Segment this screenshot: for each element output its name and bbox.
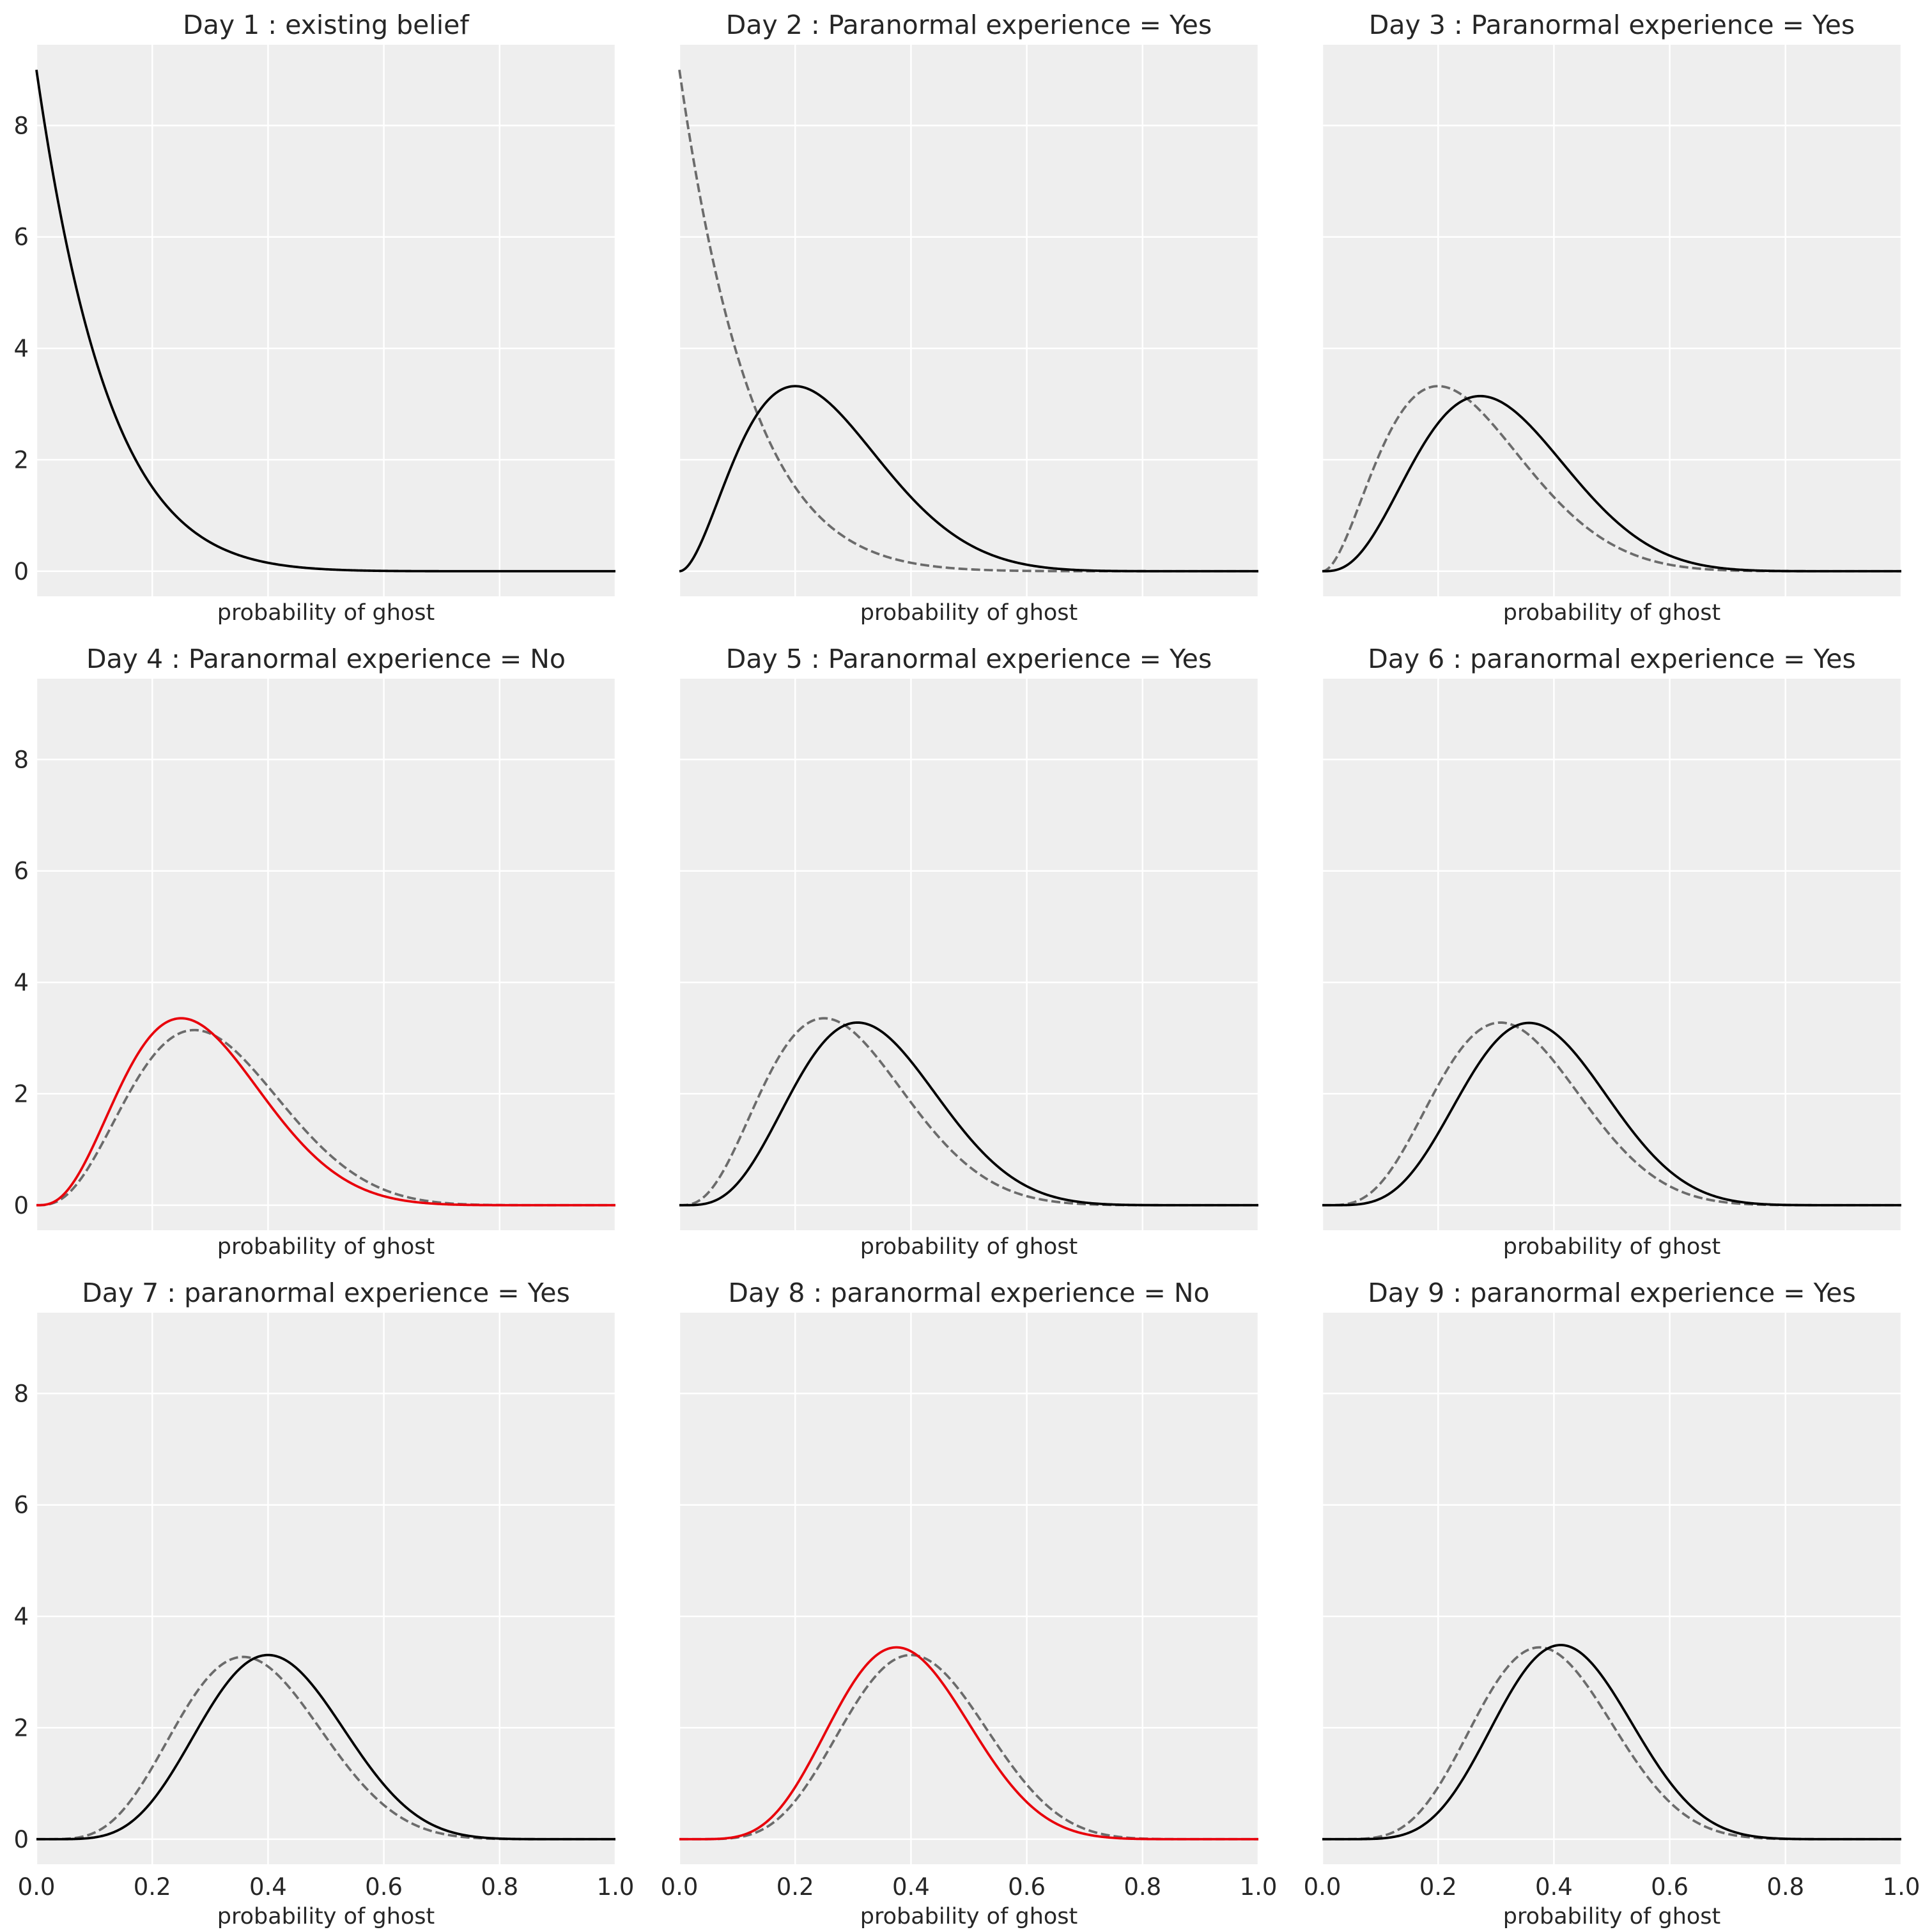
- x-axis-label: probability of ghost: [1503, 600, 1721, 626]
- series-line-previous-belief: [678, 69, 1259, 573]
- x-tick-label: 0.6: [1008, 1873, 1046, 1901]
- x-axis-label: probability of ghost: [217, 600, 435, 626]
- plot-area: [36, 1313, 615, 1864]
- x-tick-label: 0.2: [1419, 1873, 1457, 1901]
- x-tick-label: 0.4: [1535, 1873, 1573, 1901]
- x-axis-label: probability of ghost: [860, 600, 1078, 626]
- x-axis-label: probability of ghost: [1503, 1904, 1721, 1929]
- y-tick-label: 4: [13, 1603, 29, 1630]
- chart-panel-day-7: Day 7 : paranormal experience = Yes proba…: [13, 1278, 634, 1929]
- x-axis-label: probability of ghost: [217, 1234, 435, 1260]
- panel-title: Day 7 : paranormal experience = Yes: [82, 1278, 570, 1308]
- chart-panel-day-2: Day 2 : Paranormal experience = Yes proba…: [678, 10, 1260, 626]
- y-tick-label: 0: [13, 1826, 29, 1853]
- series-line-updated-belief: [36, 1653, 616, 1841]
- series-line-updated-belief: [679, 385, 1259, 573]
- x-tick-label: 0.8: [1124, 1873, 1161, 1901]
- plot-area: [1322, 45, 1901, 596]
- chart-panel-day-8: Day 8 : paranormal experience = No probab…: [661, 1278, 1278, 1929]
- y-tick-label: 4: [13, 335, 29, 362]
- x-tick-label: 0.2: [777, 1873, 814, 1901]
- y-tick-label: 8: [13, 112, 29, 139]
- y-tick-label: 4: [13, 969, 29, 996]
- series-line-previous-belief: [36, 1028, 616, 1207]
- panel-title: Day 3 : Paranormal experience = Yes: [1369, 10, 1855, 40]
- x-axis-label: probability of ghost: [217, 1904, 435, 1929]
- series-line-updated-belief: [1322, 1021, 1902, 1207]
- y-tick-label: 6: [13, 858, 29, 885]
- series-line-previous-belief: [1322, 385, 1902, 573]
- x-tick-label: 0.0: [661, 1873, 699, 1901]
- x-tick-label: 1.0: [597, 1873, 635, 1901]
- series-line-updated-belief: [679, 1646, 1259, 1841]
- plot-area: [679, 45, 1258, 596]
- y-tick-label: 0: [13, 1192, 29, 1219]
- chart-panel-day-4: Day 4 : Paranormal experience = No probab…: [13, 644, 617, 1260]
- plot-area: [36, 679, 615, 1230]
- panel-title: Day 9 : paranormal experience = Yes: [1368, 1278, 1856, 1308]
- x-tick-label: 0.4: [892, 1873, 930, 1901]
- plot-area: [679, 679, 1258, 1230]
- x-tick-label: 0.6: [1651, 1873, 1689, 1901]
- chart-panel-day-3: Day 3 : Paranormal experience = Yes proba…: [1321, 10, 1903, 626]
- y-tick-label: 6: [13, 1492, 29, 1519]
- chart-panel-day-1: Day 1 : existing belief probability of gh…: [13, 10, 617, 626]
- x-tick-label: 0.0: [1304, 1873, 1341, 1901]
- y-tick-label: 2: [13, 446, 29, 474]
- x-tick-label: 0.6: [365, 1873, 403, 1901]
- panel-title: Day 4 : Paranormal experience = No: [86, 644, 566, 674]
- series-line-updated-belief: [1322, 394, 1902, 573]
- panel-title: Day 1 : existing belief: [183, 10, 470, 40]
- y-tick-label: 2: [13, 1080, 29, 1108]
- y-tick-label: 8: [13, 1380, 29, 1407]
- series-line-updated-belief: [1322, 1644, 1902, 1841]
- chart-panel-day-5: Day 5 : Paranormal experience = Yes proba…: [678, 644, 1260, 1260]
- x-tick-label: 1.0: [1883, 1873, 1920, 1901]
- plot-area: [679, 1313, 1258, 1864]
- x-tick-label: 0.2: [134, 1873, 171, 1901]
- chart-panel-day-6: Day 6 : paranormal experience = Yes proba…: [1321, 644, 1903, 1260]
- series-line-updated-belief: [36, 1017, 616, 1207]
- x-tick-label: 0.0: [18, 1873, 56, 1901]
- panel-title: Day 8 : paranormal experience = No: [728, 1278, 1209, 1308]
- panel-title: Day 6 : paranormal experience = Yes: [1368, 644, 1856, 674]
- y-tick-label: 2: [13, 1714, 29, 1742]
- panel-title: Day 5 : Paranormal experience = Yes: [726, 644, 1212, 674]
- x-tick-label: 0.4: [249, 1873, 287, 1901]
- x-tick-label: 0.8: [481, 1873, 518, 1901]
- x-axis-label: probability of ghost: [860, 1904, 1078, 1929]
- x-axis-label: probability of ghost: [860, 1234, 1078, 1260]
- x-tick-label: 0.8: [1766, 1873, 1804, 1901]
- y-tick-label: 0: [13, 558, 29, 585]
- plot-area: [1322, 1313, 1901, 1864]
- y-tick-label: 8: [13, 746, 29, 773]
- series-line-updated-belief: [35, 69, 616, 573]
- series-line-updated-belief: [679, 1021, 1259, 1207]
- chart-panel-day-9: Day 9 : paranormal experience = Yes proba…: [1304, 1278, 1920, 1929]
- y-tick-label: 6: [13, 224, 29, 251]
- x-axis-label: probability of ghost: [1503, 1234, 1721, 1260]
- plot-area: [36, 45, 615, 596]
- plot-area: [1322, 679, 1901, 1230]
- series-line-previous-belief: [679, 1653, 1259, 1841]
- panel-title: Day 2 : Paranormal experience = Yes: [726, 10, 1212, 40]
- x-tick-label: 1.0: [1240, 1873, 1278, 1901]
